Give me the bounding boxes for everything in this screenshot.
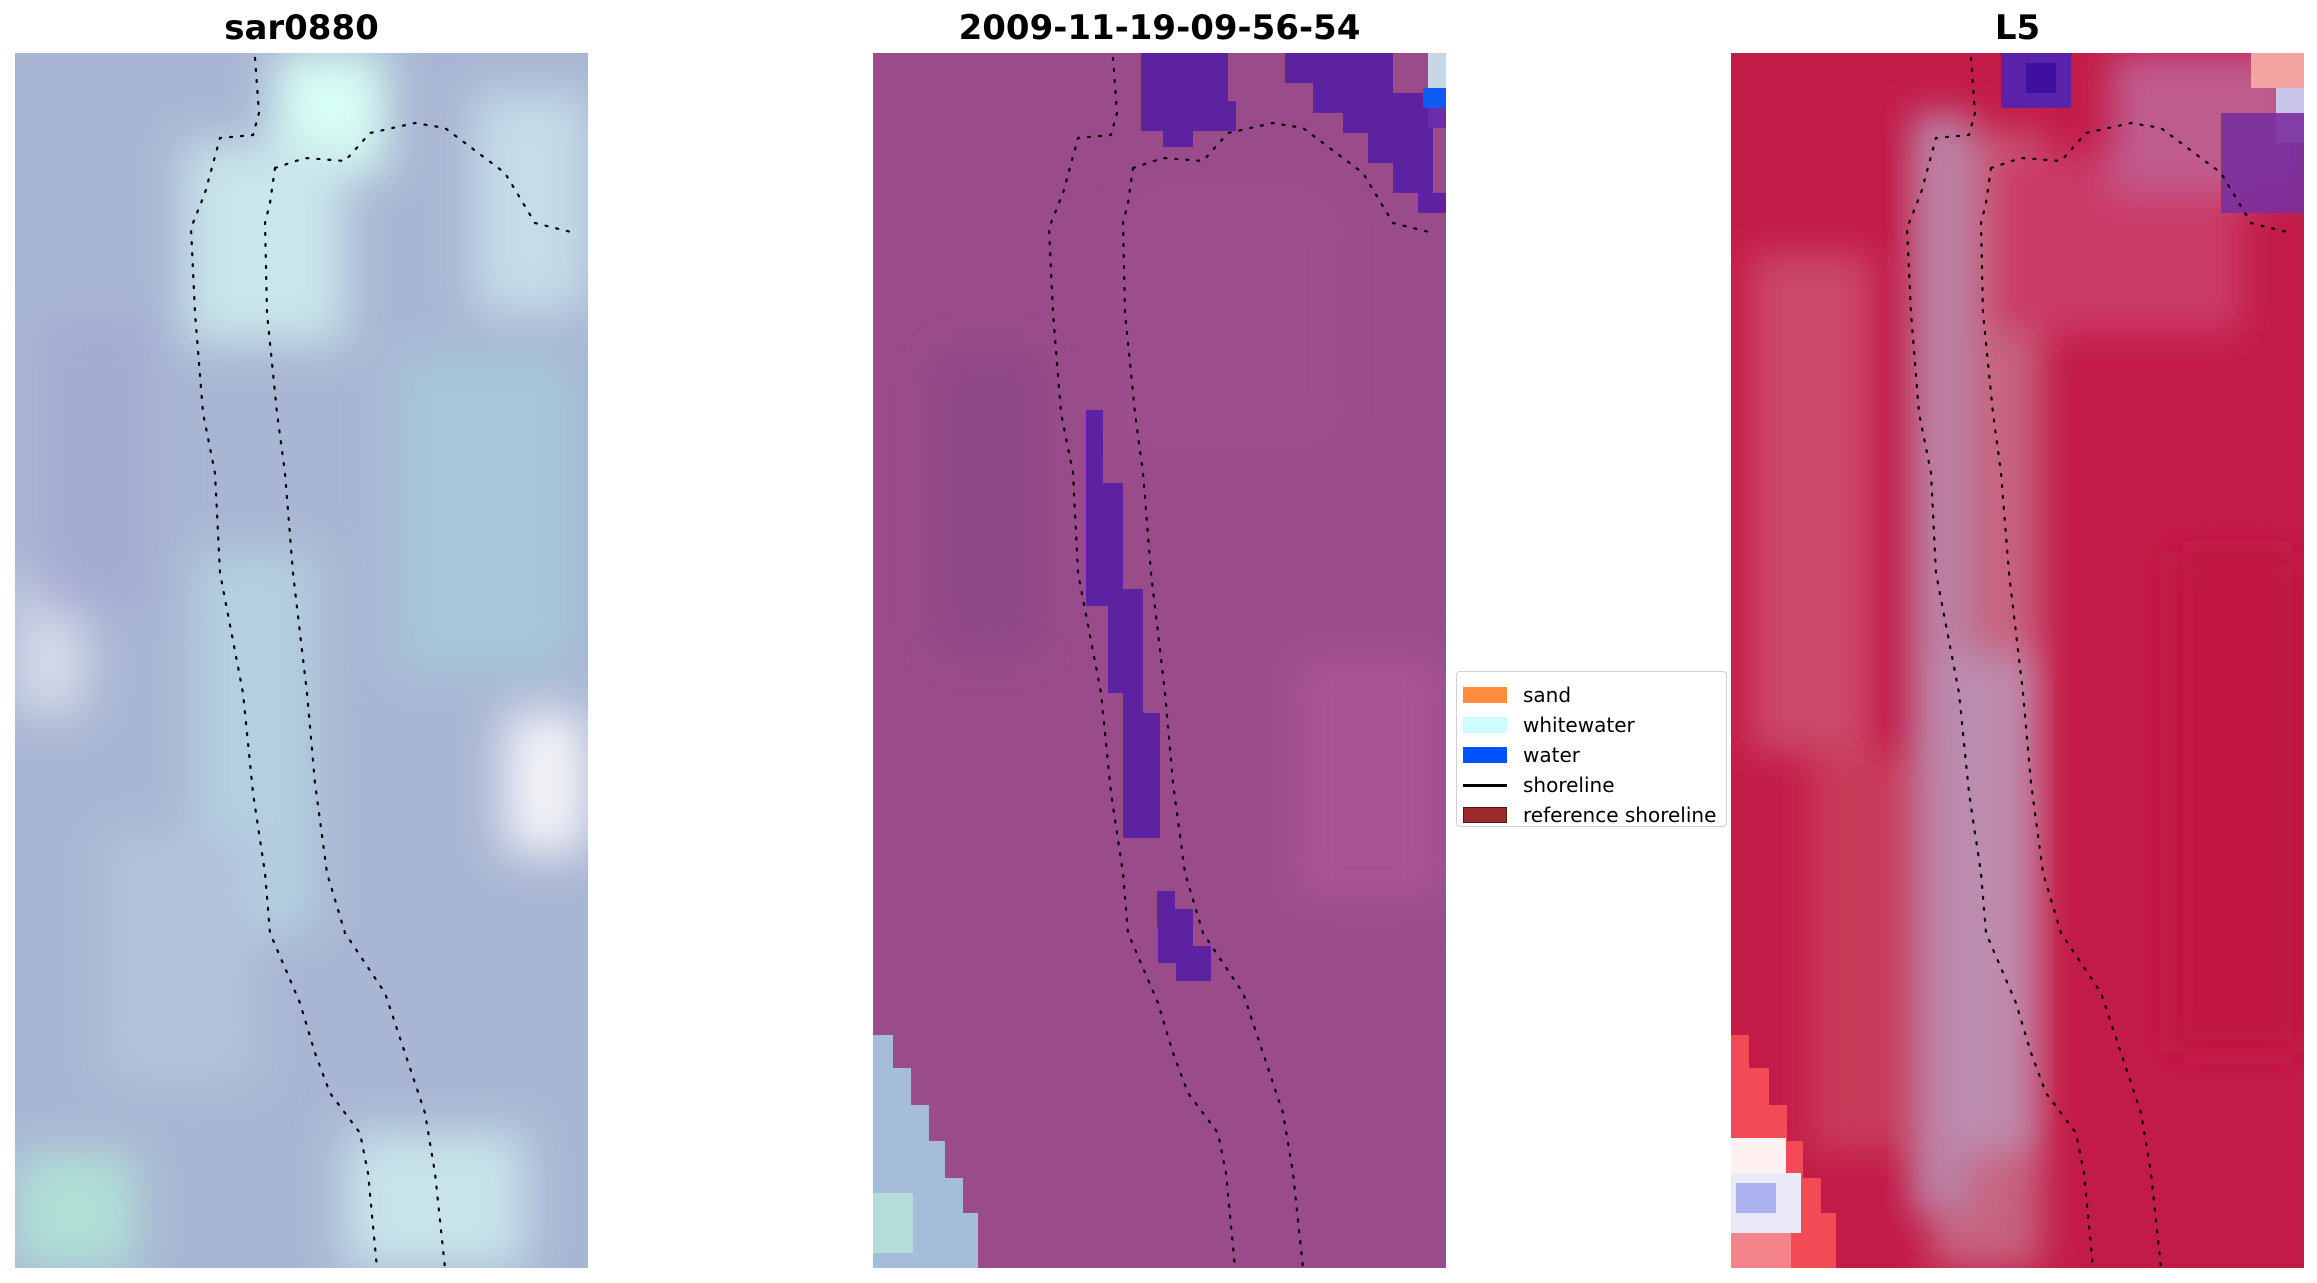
image-panel-l5	[1731, 53, 2304, 1268]
legend-swatch-water	[1463, 747, 1507, 763]
image-panel-sar	[15, 53, 588, 1268]
legend-item-sand: sand	[1457, 680, 1726, 710]
legend: sand whitewater water shoreline referenc…	[1456, 671, 1727, 827]
legend-label-sand: sand	[1523, 683, 1572, 707]
legend-item-reference-shoreline: reference shoreline	[1457, 800, 1726, 830]
panel-title-sar: sar0880	[224, 8, 379, 48]
index-image-l5	[1731, 53, 2304, 1268]
image-panel-classified	[873, 53, 1446, 1268]
satellite-image-sar	[15, 53, 588, 1268]
panel-title-l5: L5	[1994, 8, 2041, 48]
legend-swatch-whitewater	[1463, 717, 1507, 733]
legend-item-shoreline: shoreline	[1457, 770, 1726, 800]
panel-title-date: 2009-11-19-09-56-54	[958, 8, 1361, 48]
legend-label-water: water	[1523, 743, 1580, 767]
legend-swatch-reference-shoreline	[1463, 807, 1507, 823]
legend-line-shoreline	[1463, 783, 1507, 787]
legend-swatch-sand	[1463, 687, 1507, 703]
legend-label-reference-shoreline: reference shoreline	[1523, 803, 1717, 827]
legend-item-water: water	[1457, 740, 1726, 770]
legend-item-whitewater: whitewater	[1457, 710, 1726, 740]
legend-label-whitewater: whitewater	[1523, 713, 1635, 737]
classified-image	[873, 53, 1446, 1268]
legend-label-shoreline: shoreline	[1523, 773, 1615, 797]
